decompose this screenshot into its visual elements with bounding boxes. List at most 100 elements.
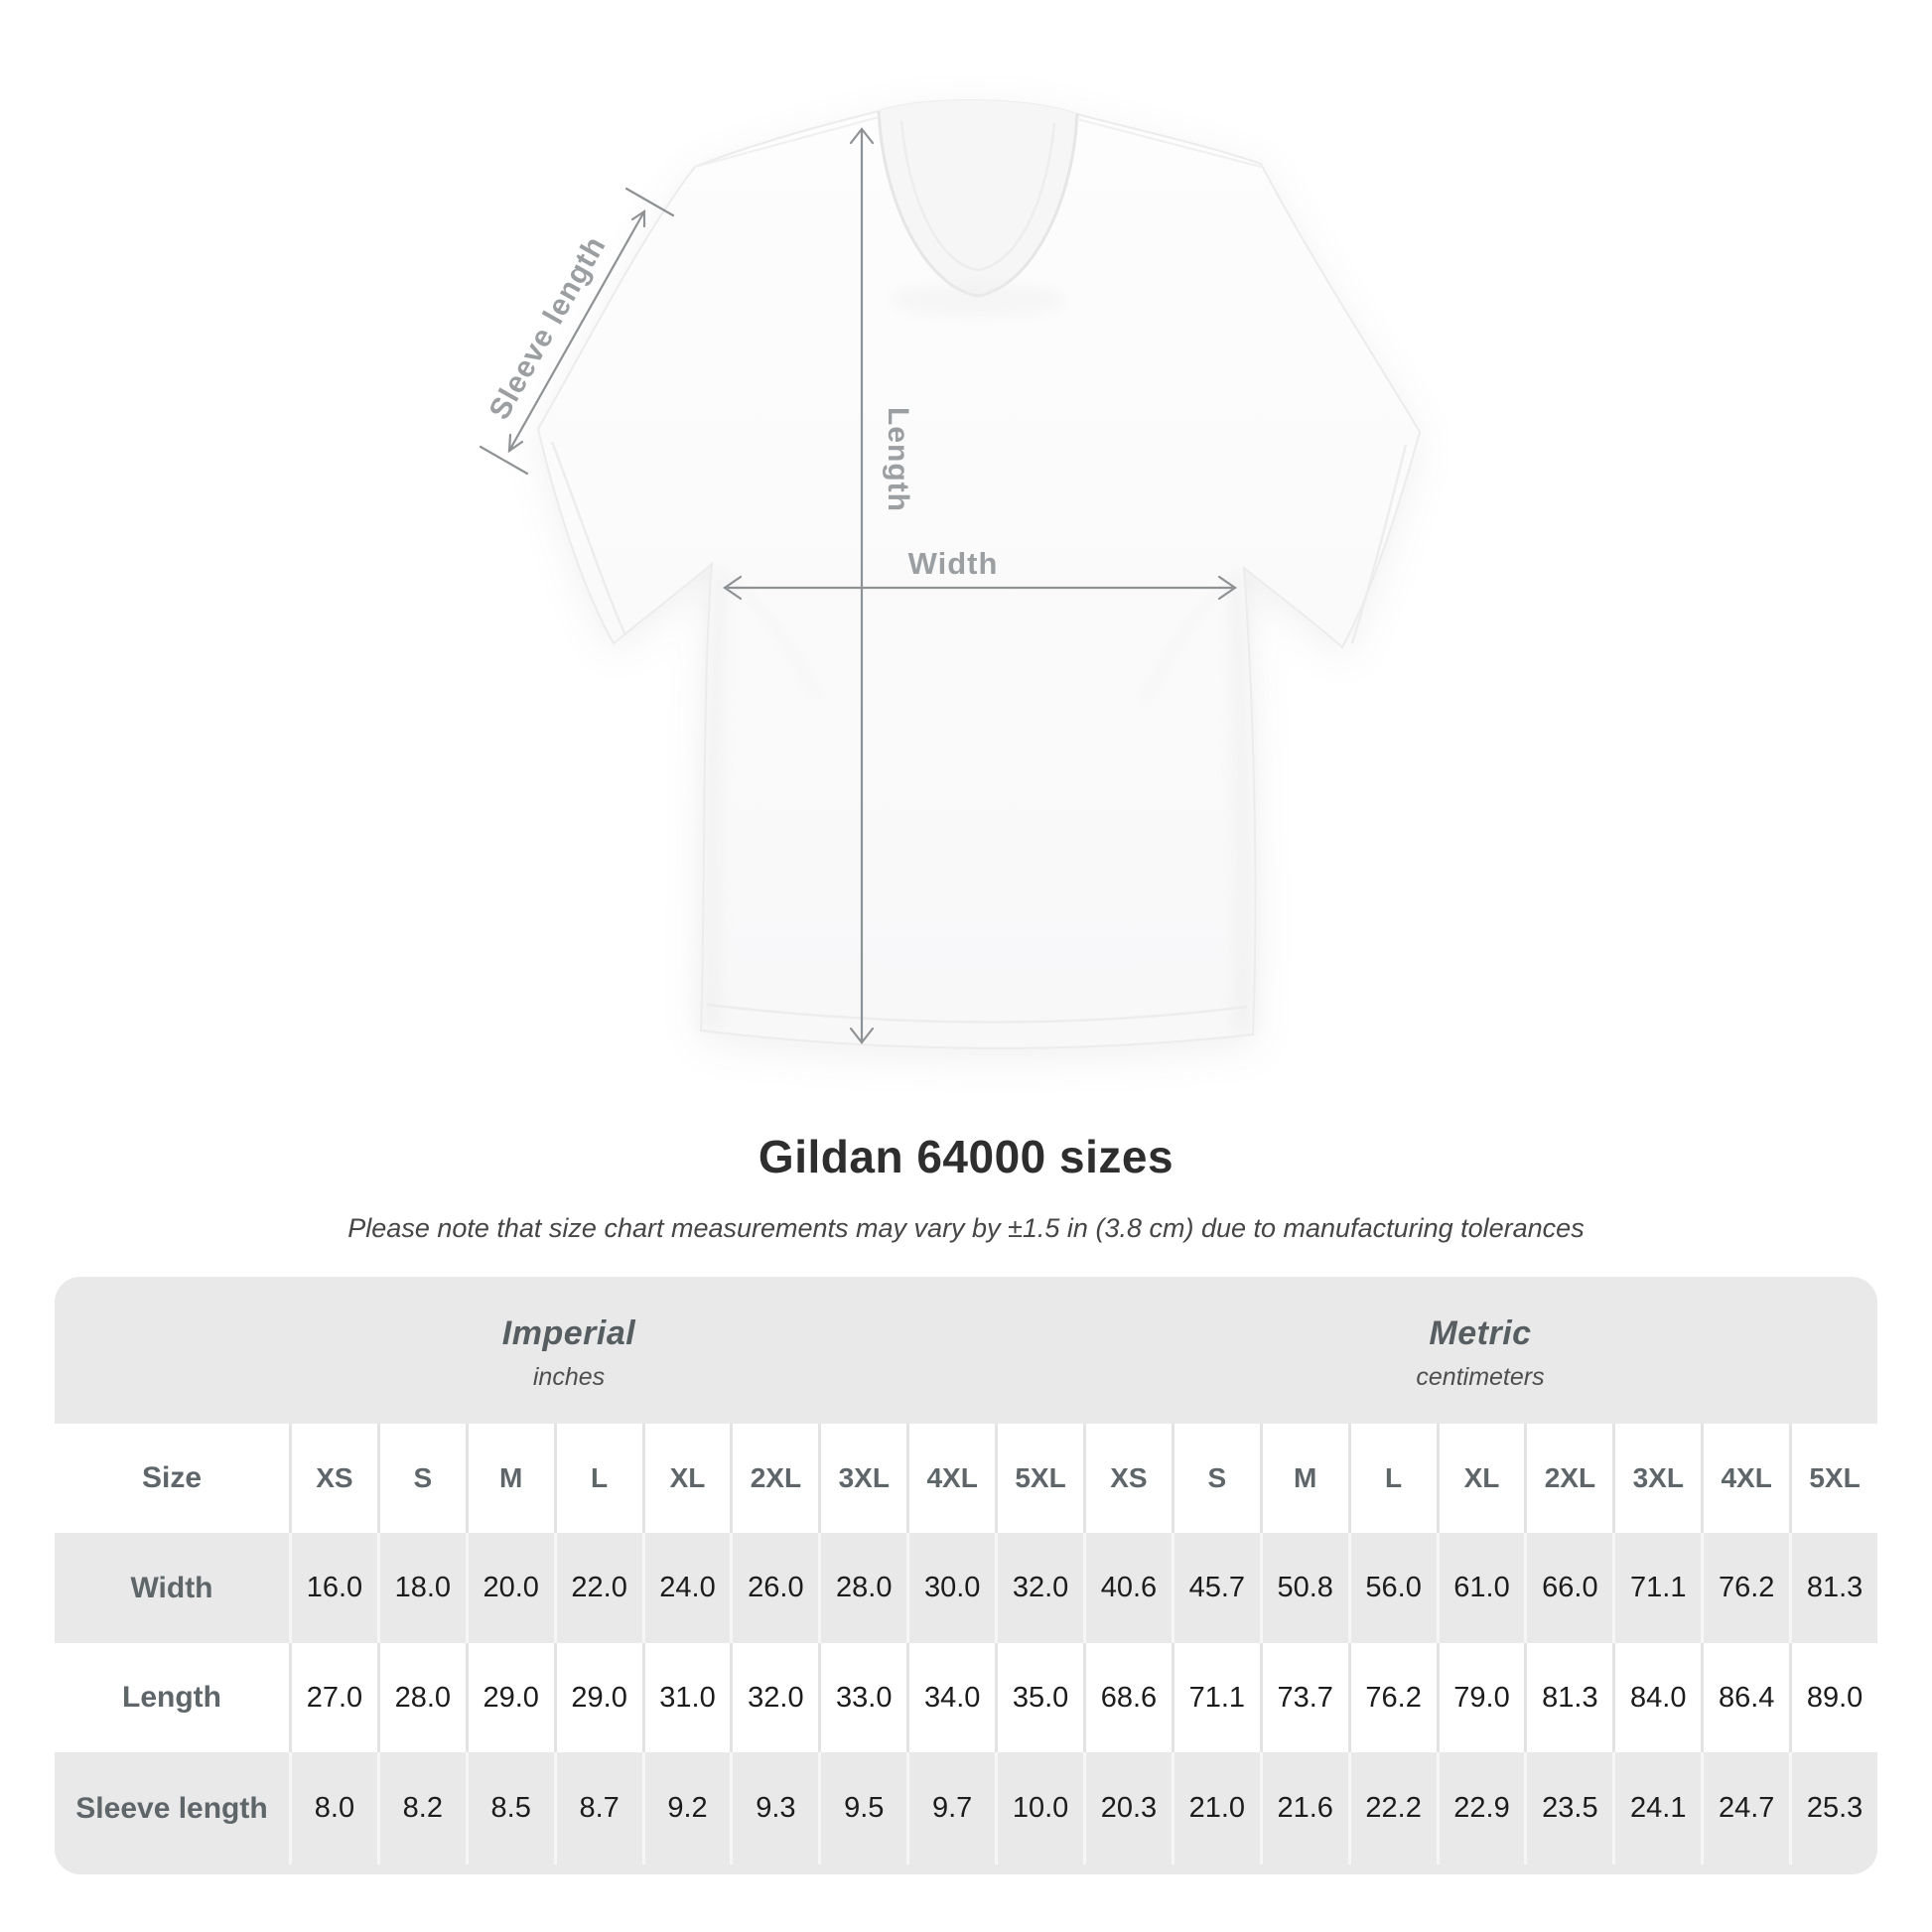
right-underarm-crease	[1142, 566, 1246, 704]
value-cell: 28.0	[376, 1643, 466, 1752]
value-cell: 30.0	[906, 1533, 995, 1643]
value-cell: 20.3	[1082, 1752, 1172, 1864]
sleeve-dimension-arrow	[479, 187, 675, 476]
left-sleeve-hem-seam	[550, 441, 627, 636]
value-cell: 29.0	[553, 1643, 642, 1752]
tshirt-illustration	[536, 99, 1422, 1049]
size-col-header: L	[553, 1424, 642, 1533]
value-cell: 32.0	[730, 1643, 818, 1752]
value-cell: 35.0	[995, 1643, 1083, 1752]
value-cell: 66.0	[1524, 1533, 1612, 1643]
value-cell: 61.0	[1436, 1533, 1525, 1643]
units-row: Imperial inches Metric centimeters	[55, 1277, 1877, 1424]
value-cell: 28.0	[818, 1533, 906, 1643]
size-col-header: M	[1259, 1424, 1348, 1533]
value-cell: 81.3	[1524, 1643, 1612, 1752]
value-cell: 73.7	[1259, 1643, 1348, 1752]
value-cell: 34.0	[906, 1643, 995, 1752]
right-shoulder-seam	[1076, 118, 1262, 168]
tshirt-body-shape	[536, 99, 1422, 1049]
tshirt-figure: Sleeve length Length Width	[479, 99, 1422, 1049]
size-col-header: 3XL	[818, 1424, 906, 1533]
size-col-header: 2XL	[1524, 1424, 1612, 1533]
value-cell: 8.5	[465, 1752, 554, 1864]
size-col-header: 3XL	[1612, 1424, 1701, 1533]
bottom-hem-seam	[706, 1003, 1248, 1024]
value-cell: 27.0	[289, 1643, 377, 1752]
value-cell: 81.3	[1789, 1533, 1877, 1643]
value-cell: 89.0	[1789, 1643, 1877, 1752]
size-col-header: L	[1347, 1424, 1437, 1533]
size-col-header: XL	[1436, 1424, 1525, 1533]
size-col-header: 4XL	[906, 1424, 995, 1533]
table-row-sleeve-length: Sleeve length 8.0 8.2 8.5 8.7 9.2 9.3 9.…	[55, 1752, 1877, 1864]
size-col-header: XS	[289, 1424, 377, 1533]
value-cell: 21.0	[1171, 1752, 1260, 1864]
table-row-width: Width 16.0 18.0 20.0 22.0 24.0 26.0 28.0…	[55, 1533, 1877, 1643]
size-col-header: XL	[641, 1424, 731, 1533]
value-cell: 22.9	[1436, 1752, 1525, 1864]
value-cell: 86.4	[1701, 1643, 1789, 1752]
value-cell: 18.0	[376, 1533, 466, 1643]
value-cell: 20.0	[465, 1533, 554, 1643]
row-label-length: Length	[122, 1681, 221, 1714]
value-cell: 45.7	[1171, 1533, 1260, 1643]
value-cell: 71.1	[1612, 1533, 1701, 1643]
value-cell: 24.7	[1701, 1752, 1789, 1864]
value-cell: 8.2	[376, 1752, 466, 1864]
value-cell: 79.0	[1436, 1643, 1525, 1752]
value-cell: 23.5	[1524, 1752, 1612, 1864]
tshirt-photo: Sleeve length Length Width	[479, 99, 1422, 1049]
value-cell: 26.0	[730, 1533, 818, 1643]
size-header-label: Size	[141, 1461, 203, 1494]
size-col-header: 2XL	[730, 1424, 818, 1533]
width-dimension-arrow	[723, 575, 1237, 601]
value-cell: 50.8	[1259, 1533, 1348, 1643]
value-cell: 56.0	[1347, 1533, 1437, 1643]
value-cell: 71.1	[1171, 1643, 1260, 1752]
imperial-unit: inches	[532, 1363, 606, 1391]
value-cell: 24.1	[1612, 1752, 1701, 1864]
unit-group-imperial: Imperial inches	[55, 1277, 1083, 1424]
left-underarm-crease	[710, 562, 821, 701]
size-col-header: 4XL	[1701, 1424, 1789, 1533]
row-label-sleeve-length: Sleeve length	[75, 1791, 268, 1825]
right-sleeve-hem-seam	[1350, 444, 1408, 644]
length-label: Length	[882, 407, 914, 512]
width-label: Width	[908, 546, 999, 581]
length-dimension-arrow	[849, 127, 875, 1044]
size-col-header: XS	[1082, 1424, 1172, 1533]
left-side-shadow	[701, 571, 729, 1028]
value-cell: 9.2	[641, 1752, 731, 1864]
value-cell: 22.2	[1347, 1752, 1437, 1864]
size-col-header: 5XL	[1789, 1424, 1877, 1533]
size-col-header: S	[1171, 1424, 1260, 1533]
value-cell: 22.0	[553, 1533, 642, 1643]
size-col-header: 5XL	[995, 1424, 1083, 1533]
value-cell: 29.0	[465, 1643, 554, 1752]
metric-unit: centimeters	[1416, 1363, 1545, 1391]
value-cell: 31.0	[641, 1643, 731, 1752]
size-col-header: S	[376, 1424, 466, 1533]
value-cell: 21.6	[1259, 1752, 1348, 1864]
unit-group-metric: Metric centimeters	[1083, 1277, 1877, 1424]
tshirt-collar-inner-seam	[899, 120, 1056, 272]
size-table: Imperial inches Metric centimeters Size …	[55, 1277, 1877, 1874]
value-cell: 40.6	[1082, 1533, 1172, 1643]
left-shoulder-seam	[694, 116, 880, 168]
metric-title: Metric	[1429, 1314, 1532, 1352]
value-cell: 8.0	[289, 1752, 377, 1864]
value-cell: 76.2	[1347, 1643, 1437, 1752]
page-subtitle: Please note that size chart measurements…	[347, 1213, 1585, 1243]
page-title: Gildan 64000 sizes	[758, 1131, 1174, 1182]
value-cell: 9.7	[906, 1752, 995, 1864]
table-row-length: Length 27.0 28.0 29.0 29.0 31.0 32.0 33.…	[55, 1643, 1877, 1752]
value-cell: 10.0	[995, 1752, 1083, 1864]
right-side-shadow	[1227, 574, 1254, 1031]
value-cell: 32.0	[995, 1533, 1083, 1643]
value-cell: 9.3	[730, 1752, 818, 1864]
value-cell: 8.7	[553, 1752, 642, 1864]
imperial-title: Imperial	[501, 1314, 636, 1352]
value-cell: 16.0	[289, 1533, 377, 1643]
